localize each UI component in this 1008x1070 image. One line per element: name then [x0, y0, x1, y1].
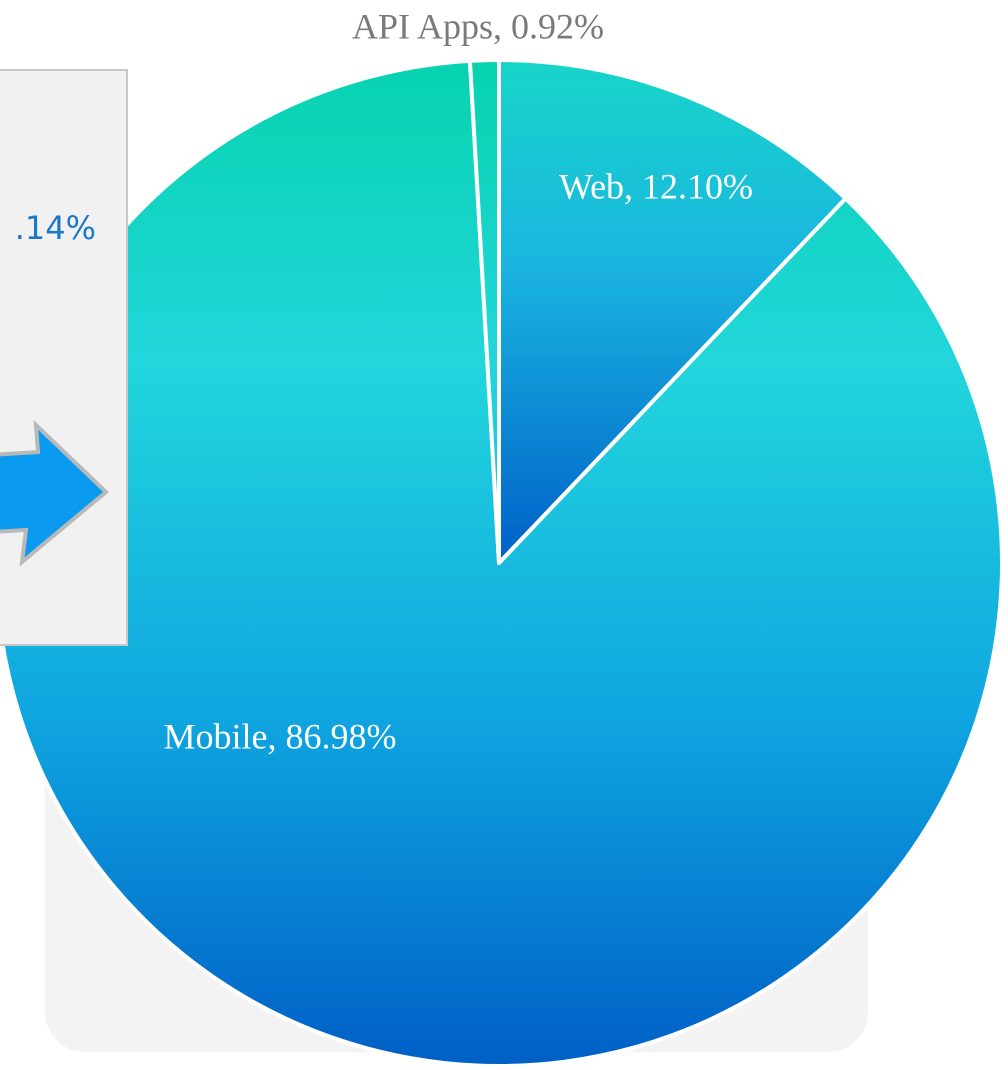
panel-box	[0, 69, 128, 646]
slice-label: Mobile, 86.98%	[164, 716, 397, 756]
pie-slice	[467, 58, 501, 565]
side-panel: .14%	[0, 69, 128, 646]
pie-slice	[497, 58, 848, 565]
arrow	[0, 419, 110, 567]
slice-label: API Apps, 0.92%	[352, 6, 604, 46]
pie	[0, 58, 1004, 1068]
slice-label: Web, 12.10%	[559, 166, 753, 206]
labels: Web, 12.10% Mobile, 86.98% API Apps, 0.92%	[164, 6, 754, 756]
panel-text: .14%	[15, 209, 96, 247]
